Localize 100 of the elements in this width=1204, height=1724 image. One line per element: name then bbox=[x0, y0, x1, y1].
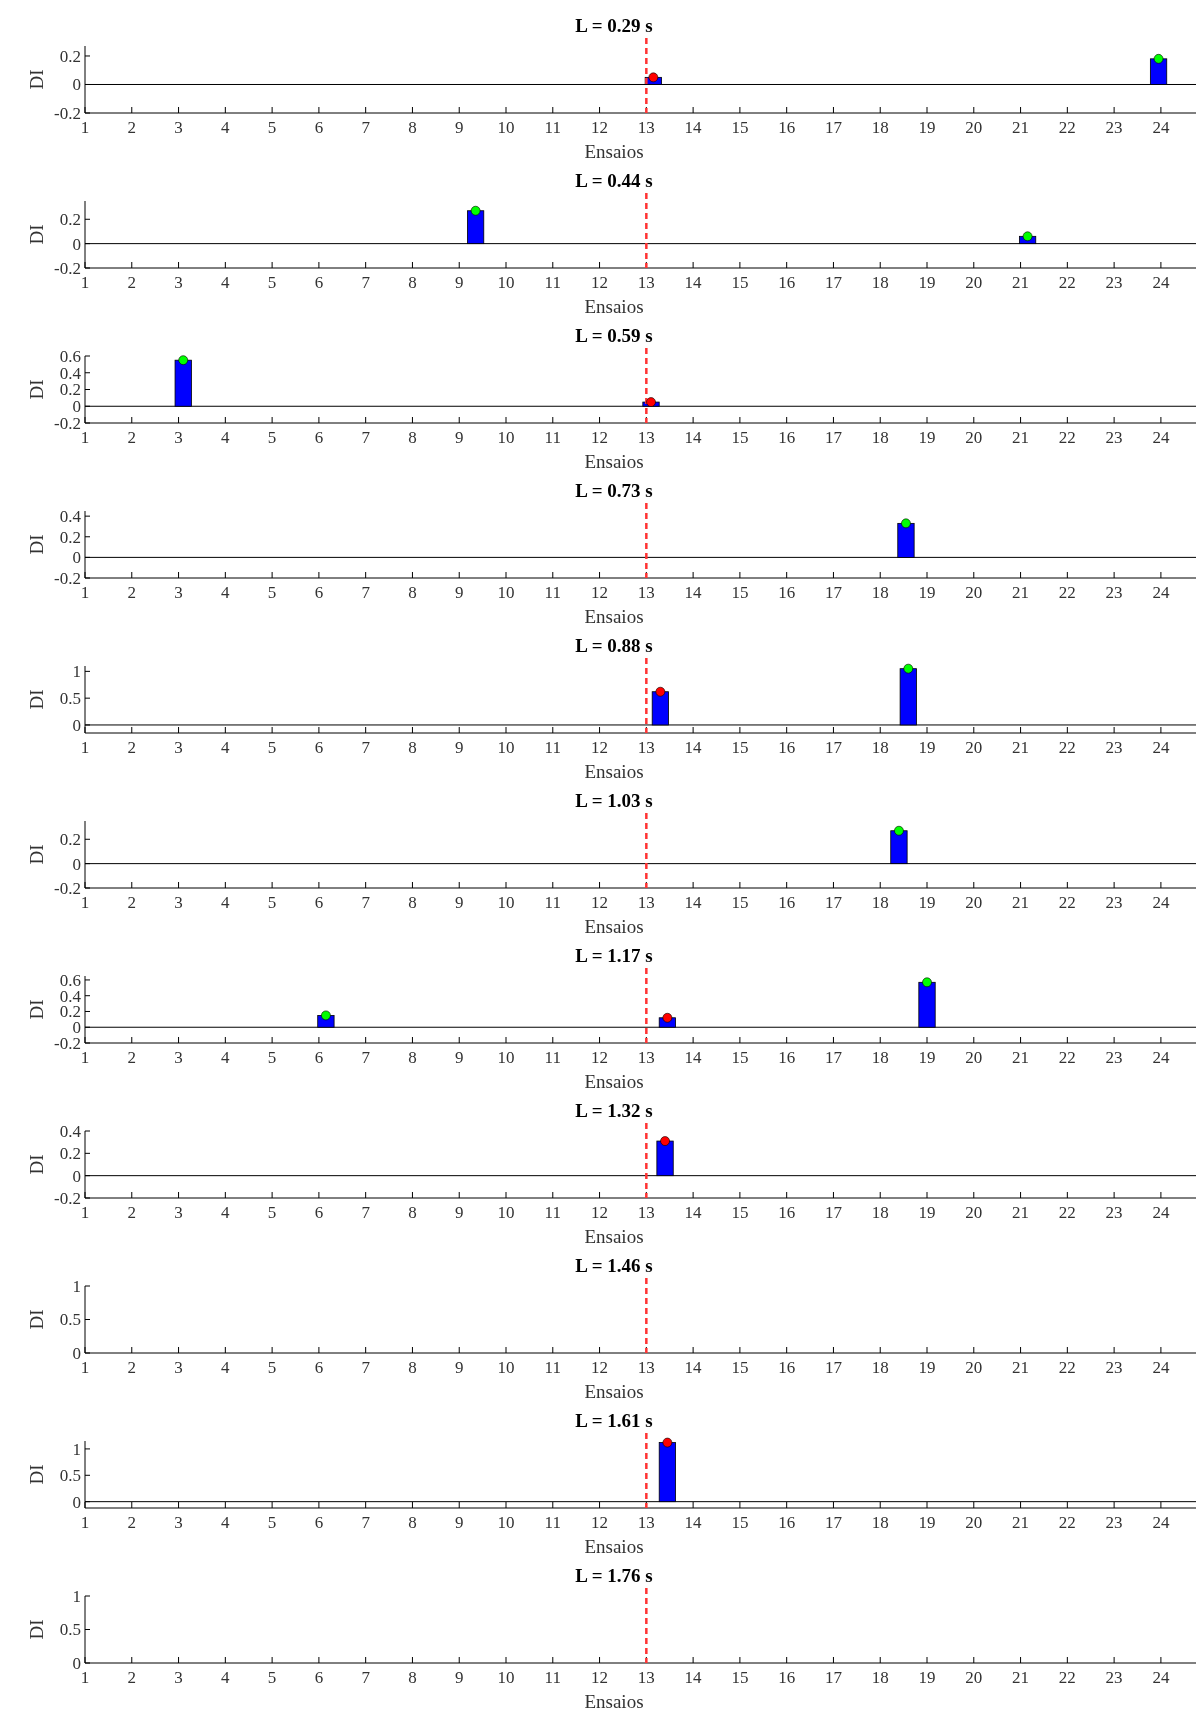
x-tick-label: 7 bbox=[361, 738, 371, 757]
x-tick-label: 12 bbox=[591, 1358, 609, 1377]
x-tick-label: 22 bbox=[1058, 1048, 1076, 1067]
x-tick-label: 21 bbox=[1012, 738, 1030, 757]
x-tick-label: 3 bbox=[174, 118, 183, 137]
x-tick-label: 2 bbox=[127, 1203, 137, 1222]
x-tick-label: 9 bbox=[454, 428, 464, 447]
x-tick-label: 21 bbox=[1012, 273, 1030, 292]
x-tick-label: 4 bbox=[221, 583, 231, 602]
x-tick-label: 16 bbox=[778, 273, 796, 292]
x-tick-label: 15 bbox=[731, 1513, 749, 1532]
x-tick-label: 7 bbox=[361, 118, 371, 137]
chart-title: L = 0.44 s bbox=[575, 170, 653, 191]
x-tick-label: 15 bbox=[731, 428, 749, 447]
x-tick-label: 7 bbox=[361, 1668, 371, 1687]
y-tick-label: 0.6 bbox=[59, 346, 81, 366]
y-tick-label: 0.2 bbox=[59, 46, 81, 66]
y-tick-label: 0 bbox=[72, 548, 81, 568]
x-tick-label: 17 bbox=[824, 1358, 843, 1377]
x-tick-label: 5 bbox=[267, 583, 277, 602]
x-tick-label: 4 bbox=[221, 893, 231, 912]
x-tick-label: 16 bbox=[778, 893, 796, 912]
x-tick-label: 2 bbox=[127, 118, 137, 137]
x-tick-label: 8 bbox=[408, 583, 417, 602]
x-tick-label: 6 bbox=[314, 1048, 324, 1067]
x-tick-label: 17 bbox=[824, 273, 843, 292]
x-tick-label: 22 bbox=[1058, 583, 1076, 602]
x-tick-label: 23 bbox=[1105, 738, 1123, 757]
x-tick-label: 17 bbox=[824, 118, 843, 137]
x-tick-label: 21 bbox=[1012, 1358, 1030, 1377]
x-tick-label: 10 bbox=[497, 738, 515, 757]
x-tick-label: 6 bbox=[314, 1358, 324, 1377]
x-tick-label: 24 bbox=[1152, 893, 1170, 912]
x-tick-label: 12 bbox=[591, 893, 609, 912]
y-tick-label: 0.5 bbox=[59, 1466, 81, 1486]
y-tick-label: 1 bbox=[72, 1439, 81, 1459]
x-tick-label: 11 bbox=[544, 118, 561, 137]
x-tick-label: 20 bbox=[965, 1048, 983, 1067]
y-tick-label: -0.2 bbox=[54, 878, 81, 898]
y-tick-label: 0.2 bbox=[59, 830, 81, 850]
x-tick-label: 5 bbox=[267, 1668, 277, 1687]
x-tick-label: 8 bbox=[408, 1358, 417, 1377]
x-tick-label: 24 bbox=[1152, 1513, 1170, 1532]
x-tick-label: 23 bbox=[1105, 273, 1123, 292]
x-tick-label: 19 bbox=[918, 1668, 936, 1687]
x-tick-label: 21 bbox=[1012, 1513, 1030, 1532]
x-tick-label: 19 bbox=[918, 738, 936, 757]
x-tick-label: 14 bbox=[684, 1668, 703, 1687]
x-tick-label: 15 bbox=[731, 1358, 749, 1377]
x-tick-label: 15 bbox=[731, 738, 749, 757]
x-tick-label: 13 bbox=[637, 893, 655, 912]
x-tick-label: 8 bbox=[408, 118, 417, 137]
y-tick-label: 1 bbox=[72, 662, 81, 682]
x-tick-label: 23 bbox=[1105, 1203, 1123, 1222]
x-tick-label: 10 bbox=[497, 1668, 515, 1687]
x-tick-label: 11 bbox=[544, 1513, 561, 1532]
x-tick-label: 16 bbox=[778, 428, 796, 447]
x-tick-label: 5 bbox=[267, 738, 277, 757]
x-tick-label: 6 bbox=[314, 1513, 324, 1532]
x-tick-label: 5 bbox=[267, 1203, 277, 1222]
x-tick-label: 12 bbox=[591, 118, 609, 137]
x-tick-label: 21 bbox=[1012, 1048, 1030, 1067]
x-tick-label: 15 bbox=[731, 1668, 749, 1687]
y-axis-title: DI bbox=[26, 379, 47, 400]
x-tick-label: 9 bbox=[454, 1203, 464, 1222]
x-tick-label: 20 bbox=[965, 583, 983, 602]
y-tick-label: 0.4 bbox=[59, 363, 82, 383]
x-tick-label: 20 bbox=[965, 738, 983, 757]
x-tick-label: 8 bbox=[408, 273, 417, 292]
x-tick-label: 5 bbox=[267, 1048, 277, 1067]
x-tick-label: 5 bbox=[267, 118, 277, 137]
x-axis-title: Ensaios bbox=[584, 1381, 644, 1402]
x-tick-label: 11 bbox=[544, 1203, 561, 1222]
x-tick-label: 13 bbox=[637, 1203, 655, 1222]
x-tick-label: 5 bbox=[267, 893, 277, 912]
y-tick-label: -0.2 bbox=[54, 103, 81, 123]
x-tick-label: 13 bbox=[637, 428, 655, 447]
x-tick-label: 7 bbox=[361, 1048, 371, 1067]
x-tick-label: 12 bbox=[591, 583, 609, 602]
x-tick-label: 24 bbox=[1152, 428, 1170, 447]
chart-title: L = 1.03 s bbox=[575, 790, 653, 811]
x-tick-label: 16 bbox=[778, 118, 796, 137]
x-tick-label: 14 bbox=[684, 1203, 703, 1222]
x-tick-label: 18 bbox=[871, 273, 889, 292]
x-tick-label: 20 bbox=[965, 893, 983, 912]
x-tick-label: 12 bbox=[591, 1203, 609, 1222]
x-tick-label: 2 bbox=[127, 738, 137, 757]
x-tick-label: 23 bbox=[1105, 428, 1123, 447]
x-tick-label: 15 bbox=[731, 1048, 749, 1067]
x-tick-label: 18 bbox=[871, 1048, 889, 1067]
x-tick-label: 17 bbox=[824, 428, 843, 447]
x-tick-label: 13 bbox=[637, 1513, 655, 1532]
x-tick-label: 18 bbox=[871, 1668, 889, 1687]
x-tick-label: 2 bbox=[127, 273, 137, 292]
x-tick-label: 19 bbox=[918, 428, 936, 447]
y-tick-label: 0.2 bbox=[59, 1144, 81, 1164]
x-tick-label: 24 bbox=[1152, 1203, 1170, 1222]
x-tick-label: 14 bbox=[684, 1513, 703, 1532]
x-tick-label: 18 bbox=[871, 1203, 889, 1222]
x-tick-label: 20 bbox=[965, 1513, 983, 1532]
